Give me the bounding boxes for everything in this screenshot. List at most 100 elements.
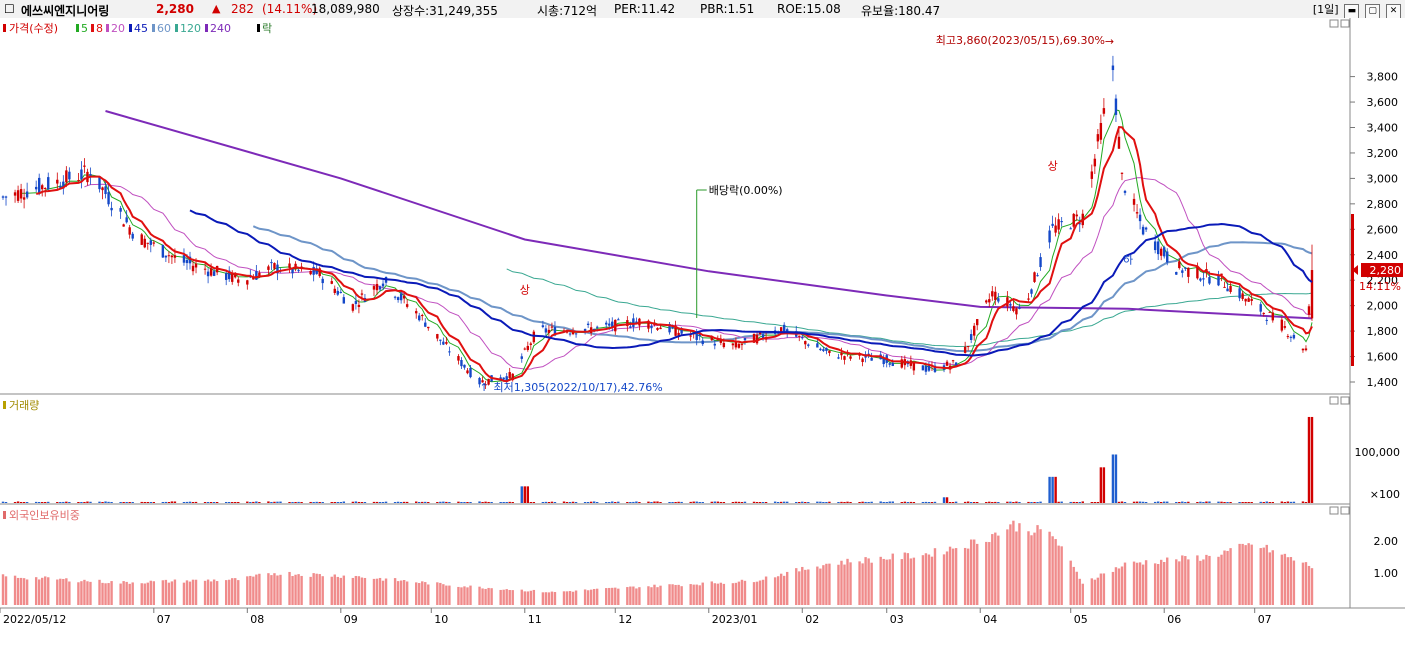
volume-bar [954,501,958,503]
volume-bar [779,501,783,503]
volume-bar [1051,476,1054,503]
foreign-bar [164,579,168,605]
volume-bar [146,502,149,503]
candle-body [224,273,228,280]
up-arrow-icon: ▲ [212,2,221,15]
candle-body [731,343,735,346]
foreign-bar [1117,568,1121,605]
volume-bar [1163,501,1166,503]
foreign-bar [969,539,973,605]
candle-body [258,272,261,277]
candle-body [758,331,762,335]
candle-body [463,364,466,368]
volume-bar [1090,502,1094,503]
foreign-bar [626,587,629,605]
candle-body [234,272,237,278]
foreign-bar [439,582,442,605]
candle-body [1120,172,1124,174]
candle-body [484,384,487,386]
foreign-bar [1030,535,1033,605]
foreign-bar [1072,566,1075,605]
foreign-bar [463,586,466,605]
volume-bar [924,501,928,503]
volume-bar [1175,502,1178,503]
foreign-ytick-label: 2.00 [1374,535,1399,548]
volume-bar [1208,501,1211,503]
volume-bar [731,501,735,503]
foreign-bar [1181,555,1184,605]
foreign-bar [994,532,997,605]
volume-plot [1,416,1314,503]
foreign-bar [457,586,460,605]
volume-bar [912,502,916,503]
candle-body [427,326,430,329]
candle-body [191,265,195,272]
foreign-bar [140,583,143,605]
foreign-bar [448,585,451,605]
candle-body [933,365,937,372]
foreign-ytick-label: 1.00 [1374,567,1399,580]
foreign-bar [13,575,17,605]
legend-ex-dividend: 락 [262,22,272,35]
volume-bar [315,501,318,503]
volume-bar [776,502,780,503]
candle-body [695,332,698,340]
volume-bar [1202,502,1205,503]
candle-body [25,191,29,198]
volume-bar [62,501,65,503]
candle-body [526,345,530,350]
period-button[interactable]: [1일] [1312,3,1339,16]
axes: 1,400 1,600 1,800 2,000 2,200 2,400 2,600 2,800… [0,71,1403,626]
close-icon[interactable]: ✕ [1386,4,1401,19]
candle-body [62,181,65,189]
candle-body [1072,213,1075,227]
volume-bar [188,501,192,503]
foreign-bar [988,542,991,605]
minimize-icon[interactable]: ▬ [1344,4,1360,19]
candle-body [605,322,608,325]
volume-bar [1141,501,1145,503]
volume-bar [396,501,400,503]
foreign-bar [520,589,523,605]
maximize-icon[interactable]: ▢ [1365,4,1381,19]
foreign-bar [568,591,572,605]
panel-control-icons[interactable] [1329,19,1350,515]
foreign-bar [161,580,165,605]
candle-body [288,263,291,268]
foreign-bar [927,554,931,605]
volume-bar [1292,501,1296,503]
xtick-label: 05 [1074,613,1088,626]
foreign-bar [62,578,65,605]
candle-body [508,372,511,379]
volume-bar [626,502,629,503]
candle-body [1238,288,1241,299]
stock-chart[interactable]: 가격(수정) 5 8 20 45 60 120 240 락 거래량 외국인보유비… [0,18,1405,648]
foreign-bar [203,580,207,605]
legend-ex-marker [257,24,260,32]
foreign-bar [110,581,113,605]
candle-body [16,190,20,201]
candle-body [487,378,490,385]
candle-body [415,311,418,314]
volume-bar [143,502,146,503]
foreign-bar [798,571,801,605]
foreign-bar [47,577,50,605]
candle-body [1166,251,1169,263]
candle-body [68,171,71,180]
candle-body [98,176,101,190]
foreign-bar [1226,550,1229,605]
price-ytick-label: 2,800 [1367,198,1399,211]
foreign-bar [424,582,427,605]
volume-bar [164,501,168,503]
candle-body [547,329,551,333]
foreign-bar [312,573,315,605]
window-checkbox-icon[interactable]: ☐ [4,2,15,16]
foreign-bar [98,579,101,605]
volume-bar [659,502,662,503]
xtick-label: 07 [157,613,171,626]
volume-bar [997,502,1000,503]
volume-bar [1027,501,1030,503]
candle-body [1301,348,1305,351]
candle-body [448,351,451,353]
candle-body [372,286,376,290]
